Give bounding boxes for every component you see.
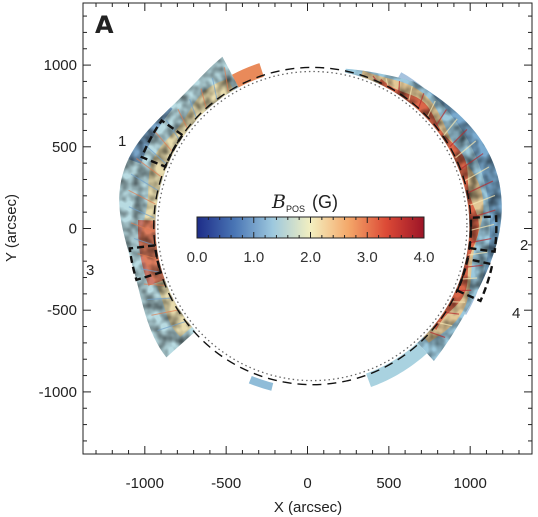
- x-tick-label: 500: [376, 475, 401, 492]
- colorbar-title-subscript: POS: [286, 204, 305, 214]
- east-streak: [128, 189, 156, 205]
- east-streak: [154, 130, 173, 152]
- y-tick-label: 500: [52, 139, 77, 156]
- west-streak: [464, 166, 490, 182]
- region-label-3: 3: [86, 262, 94, 279]
- selected-regions: [128, 118, 498, 303]
- colorbar-tick-label: 1.0: [243, 249, 264, 266]
- west-streak: [467, 180, 494, 194]
- region-box-3: [128, 244, 163, 282]
- west-streak: [426, 100, 436, 118]
- east-streak: [140, 268, 161, 273]
- west-streak: [430, 331, 446, 339]
- east-streak: [189, 98, 197, 119]
- panel-label: A: [95, 11, 114, 39]
- west-streak: [470, 223, 495, 231]
- x-tick-label: 1000: [453, 475, 486, 492]
- east-streak: [211, 77, 218, 100]
- x-tick-labels: -1000 -500 0 500 1000: [126, 475, 487, 492]
- west-streak: [470, 237, 492, 244]
- east-streak: [223, 67, 229, 92]
- region-label-4: 4: [512, 305, 520, 322]
- west-streak: [468, 251, 488, 256]
- colorbar-tick-label: 3.0: [357, 249, 378, 266]
- west-streak: [469, 194, 496, 206]
- colorbar-ticks: [196, 217, 425, 238]
- y-tick-label: -500: [47, 302, 77, 319]
- y-tick-labels: 1000 500 0 -500 -1000: [39, 57, 77, 401]
- west-streak: [449, 129, 468, 148]
- region-label-1: 1: [118, 133, 126, 150]
- northeast-streak-emission: [231, 63, 264, 88]
- east-streak: [133, 237, 156, 246]
- southwest-tail-emission: [366, 342, 427, 387]
- west-streak: [451, 301, 466, 303]
- region-box-4: [455, 257, 494, 303]
- coronal-field-map: [119, 56, 502, 391]
- region-box-1: [140, 118, 185, 169]
- region-box-2: [468, 215, 498, 254]
- south-patch-emission: [248, 376, 274, 391]
- west-streak: [445, 311, 459, 315]
- east-streak: [137, 253, 158, 260]
- west-streak: [461, 277, 478, 280]
- east-streak: [157, 320, 186, 332]
- west-streak: [455, 140, 477, 159]
- east-streak: [143, 283, 166, 287]
- west-streak: [460, 153, 484, 170]
- east-streak: [200, 88, 207, 109]
- west-streak: [408, 86, 413, 101]
- east-texture: [119, 56, 239, 358]
- y-tick-label: 1000: [44, 57, 77, 74]
- west-streak: [435, 109, 447, 127]
- east-streak: [177, 108, 188, 129]
- east-streak: [136, 158, 162, 178]
- colorbar-tick-label: 2.0: [300, 249, 321, 266]
- east-streak: [147, 297, 172, 301]
- region-label-2: 2: [520, 237, 528, 254]
- west-streak: [442, 118, 458, 137]
- west-streak: [438, 322, 453, 327]
- occulter-dotted-circle: [157, 70, 468, 382]
- east-streak: [128, 206, 155, 219]
- axis-ticks: [83, 3, 532, 454]
- x-tick-label: 0: [303, 475, 311, 492]
- colorbar-title-symbol: B: [271, 191, 286, 213]
- east-streak: [151, 309, 178, 316]
- west-streak: [465, 264, 483, 268]
- colorbar-tick-label: 0.0: [187, 249, 208, 266]
- colorbar: B POS (G) 0.0 1.0 2.0 3.0 4.0: [187, 191, 435, 266]
- emission-texture: [119, 56, 502, 361]
- y-tick-label: 0: [69, 221, 77, 238]
- west-texture: [345, 68, 502, 361]
- y-tick-label: -1000: [39, 384, 77, 401]
- colorbar-tick-label: 4.0: [414, 249, 435, 266]
- west-streak: [385, 78, 389, 87]
- east-streak: [130, 222, 155, 233]
- colorbar-title-unit: (G): [312, 192, 338, 212]
- east-streak: [144, 143, 167, 165]
- east-streak: [130, 173, 159, 191]
- west-streak: [398, 80, 401, 94]
- x-tick-label: -1000: [126, 475, 164, 492]
- x-axis-title: X (arcsec): [274, 499, 342, 516]
- west-streak: [417, 93, 425, 109]
- y-axis-title: Y (arcsec): [3, 194, 20, 262]
- x-tick-label: -500: [211, 475, 241, 492]
